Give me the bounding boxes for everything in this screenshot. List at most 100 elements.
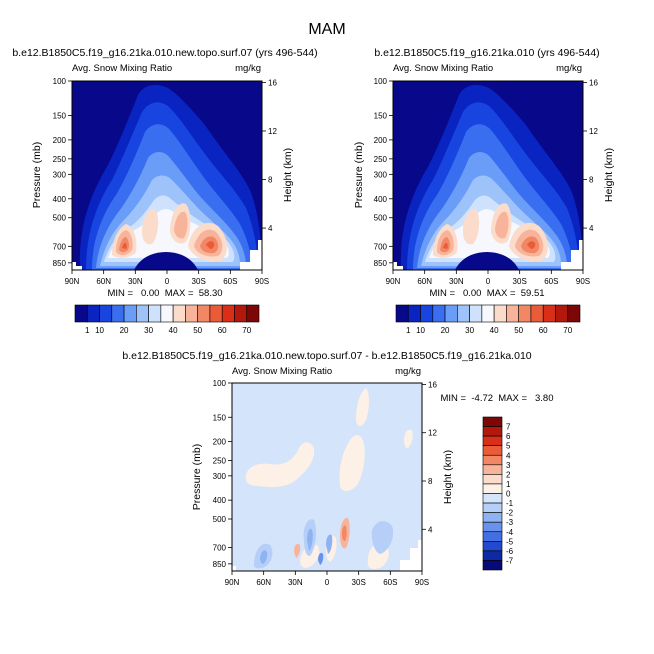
panel-2-units: mg/kg	[556, 63, 582, 74]
pressure-tick-label: 300	[213, 472, 227, 481]
colorbar-label: -3	[506, 518, 514, 527]
height-tick-label: 8	[428, 477, 433, 486]
colorbar-box	[482, 512, 503, 523]
height-tick-label: 12	[589, 127, 598, 136]
colorbar-box	[482, 416, 503, 427]
panel-2-title: b.e12.B1850C5.f19_g16.21ka.010 (yrs 496-…	[374, 47, 599, 59]
panel-3-positive-1	[245, 442, 315, 488]
colorbar-label: 30	[465, 326, 474, 335]
colorbar-box	[542, 304, 556, 323]
colorbar-box	[444, 304, 458, 323]
colorbar-box	[530, 304, 544, 323]
colorbar-label: 40	[490, 326, 499, 335]
colorbar-box	[482, 502, 503, 513]
colorbar-label: -2	[506, 509, 514, 518]
colorbar-box	[136, 304, 149, 323]
panel-3-negative-6	[326, 534, 333, 554]
pressure-tick-label: 250	[213, 456, 227, 465]
colorbar-box	[86, 304, 100, 323]
latitude-tick-label: 30N	[288, 578, 303, 587]
colorbar-label: 70	[563, 326, 572, 335]
colorbar-box	[482, 550, 503, 561]
colorbar-box	[74, 304, 88, 323]
panel-1-title: b.e12.B1850C5.f19_g16.21ka.010.new.topo.…	[12, 47, 317, 59]
panel-3-surface-mask	[232, 540, 422, 571]
latitude-tick-label: 30N	[128, 277, 143, 286]
pressure-tick-label: 100	[213, 379, 227, 388]
colorbar-box	[407, 304, 421, 323]
height-tick-label: 12	[268, 127, 277, 136]
pressure-tick-label: 100	[374, 77, 388, 86]
colorbar-box	[482, 426, 503, 437]
colorbar-box	[246, 304, 260, 323]
colorbar-label: 6	[506, 432, 511, 441]
panel-1-level-9	[116, 211, 223, 257]
latitude-tick-label: 0	[165, 277, 170, 286]
pressure-tick-label: 150	[213, 413, 227, 422]
colorbar-box	[432, 304, 446, 323]
pressure-tick-label: 300	[374, 170, 388, 179]
pressure-tick-label: 500	[53, 214, 67, 223]
panel-1-level-10	[119, 236, 219, 254]
panel-1-colorbar: 1 10 20 30 40 50 60 70	[74, 304, 260, 335]
colorbar-label: 3	[506, 461, 511, 470]
panel-3-title: b.e12.B1850C5.f19_g16.21ka.010.new.topo.…	[122, 350, 531, 362]
pressure-tick-label: 150	[374, 111, 388, 120]
latitude-tick-label: 90S	[255, 277, 269, 286]
height-tick-label: 12	[428, 429, 437, 438]
panel-1-left-string: Avg. Snow Mixing Ratio	[72, 63, 172, 74]
panel-2-colorbar: 1 10 20 30 40 50 60 70	[395, 304, 581, 335]
colorbar-label: 20	[441, 326, 450, 335]
colorbar-box	[482, 435, 503, 446]
colorbar-box	[482, 531, 503, 542]
colorbar-box	[160, 304, 174, 323]
colorbar-label: 7	[506, 423, 511, 432]
colorbar-box	[482, 483, 503, 494]
colorbar-box	[482, 541, 503, 552]
colorbar-box	[482, 560, 503, 571]
panel-3-stats: MIN = -4.72 MAX = 3.80	[441, 393, 554, 404]
panel-3-y2label: Height (km)	[442, 450, 454, 504]
panel-3-positive-strong-3	[294, 543, 301, 558]
pressure-tick-label: 700	[213, 543, 227, 552]
height-tick-label: 4	[428, 525, 433, 534]
latitude-tick-label: 60S	[383, 578, 397, 587]
pressure-tick-label: 400	[213, 496, 227, 505]
colorbar-label: 10	[95, 326, 104, 335]
colorbar-box	[234, 304, 248, 323]
height-tick-label: 16	[589, 78, 598, 87]
panel-1-units: mg/kg	[235, 63, 261, 74]
pressure-tick-label: 400	[53, 195, 67, 204]
pressure-tick-label: 200	[374, 136, 388, 145]
colorbar-box	[482, 445, 503, 456]
pressure-tick-label: 700	[374, 242, 388, 251]
pressure-tick-label: 300	[53, 170, 67, 179]
latitude-tick-label: 60N	[96, 277, 111, 286]
colorbar-box	[420, 304, 434, 323]
colorbar-box	[395, 304, 409, 323]
colorbar-label: 1	[506, 480, 511, 489]
height-tick-label: 8	[589, 176, 594, 185]
pressure-tick-label: 250	[374, 155, 388, 164]
pressure-tick-label: 700	[53, 242, 67, 251]
latitude-tick-label: 0	[325, 578, 330, 587]
panel-2-axes: 100 150 200 250 300 400 500 700 850 4 8 12 16 90N 60N 3…	[374, 77, 599, 286]
colorbar-box	[111, 304, 125, 323]
pressure-tick-label: 850	[53, 259, 67, 268]
latitude-tick-label: 90N	[65, 277, 80, 286]
panel-2-level-10	[440, 236, 540, 254]
height-tick-label: 4	[589, 224, 594, 233]
colorbar-label: 60	[539, 326, 548, 335]
panel-1-ylabel: Pressure (mb)	[31, 142, 43, 209]
colorbar-box	[457, 304, 470, 323]
pressure-tick-label: 100	[53, 77, 67, 86]
colorbar-box	[481, 304, 495, 323]
latitude-tick-label: 30S	[192, 277, 206, 286]
colorbar-box	[518, 304, 532, 323]
latitude-tick-label: 90S	[415, 578, 429, 587]
colorbar-box	[482, 521, 503, 533]
pressure-tick-label: 150	[53, 111, 67, 120]
panel-1-surface-band	[134, 252, 198, 270]
latitude-tick-label: 30S	[352, 578, 366, 587]
